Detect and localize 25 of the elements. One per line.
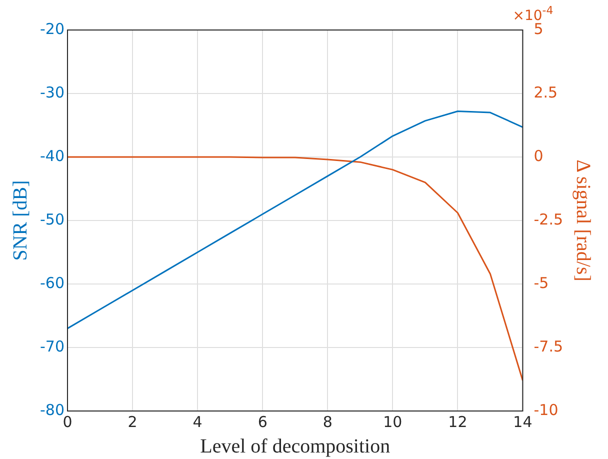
y2-tick-label: -5	[534, 274, 549, 292]
y2-tick-label: -2.5	[534, 210, 564, 228]
x-axis-title: Level of decomposition	[200, 435, 390, 458]
y-tick-label: -50	[40, 210, 64, 228]
y2-tick-label: -10	[534, 400, 558, 419]
y-tick-label: -30	[40, 83, 64, 102]
x-tick-label: 14	[513, 412, 532, 431]
y2-tick-label: 2.5	[534, 83, 558, 102]
y-axis-title: SNR [dB]	[9, 180, 32, 261]
y-tick-label: -20	[40, 20, 64, 38]
x-tick-label: 2	[128, 412, 138, 431]
y2-tick-label: 5	[534, 20, 544, 38]
y-tick-label: -80	[40, 400, 64, 419]
x-tick-label: 4	[192, 412, 202, 431]
y2-tick-label: 0	[534, 146, 544, 165]
y-tick-label: -70	[40, 337, 64, 356]
x-tick-label: 6	[258, 412, 268, 431]
y2-tick-label: -7.5	[534, 337, 564, 356]
y-tick-label: -40	[40, 146, 64, 165]
x-tick-label: 0	[62, 412, 72, 431]
x-tick-label: 8	[322, 412, 332, 431]
y2-axis-title: Δ signal [rad/s]	[572, 160, 594, 282]
y-tick-label: -60	[40, 274, 64, 292]
x-tick-label: 10	[383, 412, 402, 431]
x-tick-label: 12	[448, 412, 468, 431]
